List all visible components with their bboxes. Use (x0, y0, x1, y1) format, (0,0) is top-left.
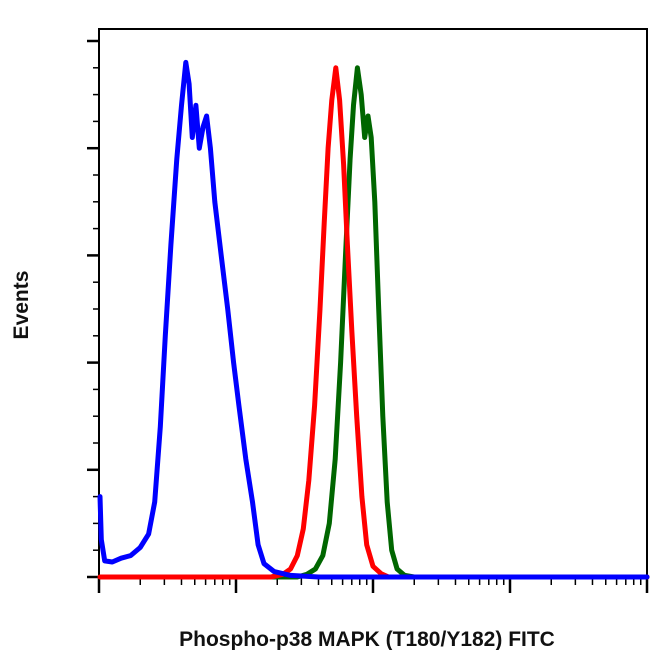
series-line-blue (97, 59, 650, 580)
y-axis-title: Events (10, 271, 33, 340)
y-axis-ticks (87, 39, 99, 579)
series-line-red (97, 65, 650, 580)
series-line-green (97, 65, 650, 580)
series-layer (97, 59, 650, 580)
x-axis-title: Phospho-p38 MAPK (T180/Y182) FITC (179, 628, 555, 650)
